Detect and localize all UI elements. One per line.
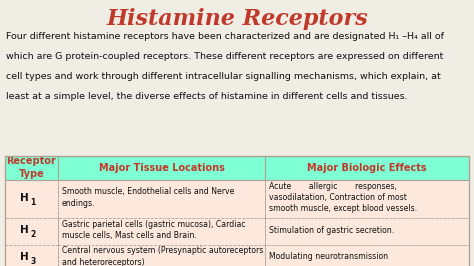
Text: least at a simple level, the diverse effects of histamine in different cells and: least at a simple level, the diverse eff…: [6, 92, 407, 101]
Text: Smooth muscle, Endothelial cells and Nerve
endings.: Smooth muscle, Endothelial cells and Ner…: [62, 187, 234, 208]
Text: Histamine Receptors: Histamine Receptors: [106, 8, 368, 30]
Text: H: H: [20, 252, 29, 262]
Bar: [265, 218, 469, 245]
Text: 2: 2: [30, 230, 35, 239]
Text: H: H: [20, 193, 29, 202]
Bar: [265, 180, 469, 218]
Bar: [5, 245, 58, 266]
Text: Gastric parietal cells (gastric mucosa), Cardiac
muscle cells, Mast cells and Br: Gastric parietal cells (gastric mucosa),…: [62, 220, 246, 240]
Text: 1: 1: [30, 198, 35, 206]
Bar: [5, 180, 58, 218]
Bar: [58, 180, 265, 218]
Bar: [265, 245, 469, 266]
Text: Acute       allergic       responses,
vasodilatation, Contraction of most
smooth: Acute allergic responses, vasodilatation…: [269, 182, 417, 213]
Text: Central nervous system (Presynaptic autoreceptors
and heteroreceptors): Central nervous system (Presynaptic auto…: [62, 247, 264, 266]
Text: Modulating neurotransmission: Modulating neurotransmission: [269, 252, 388, 261]
Text: Major Tissue Locations: Major Tissue Locations: [99, 163, 225, 173]
Text: Major Biologic Effects: Major Biologic Effects: [307, 163, 427, 173]
Bar: [58, 218, 265, 245]
Bar: [58, 245, 265, 266]
Text: Receptor
Type: Receptor Type: [7, 156, 56, 179]
Bar: [5, 218, 58, 245]
Text: Four different histamine receptors have been characterized and are designated H₁: Four different histamine receptors have …: [6, 32, 444, 41]
Bar: [5, 156, 469, 180]
Text: H: H: [20, 225, 29, 235]
Bar: [5, 156, 469, 266]
Text: 3: 3: [30, 257, 35, 266]
Text: which are G protein-coupled receptors. These different receptors are expressed o: which are G protein-coupled receptors. T…: [6, 52, 443, 61]
Text: Stimulation of gastric secretion.: Stimulation of gastric secretion.: [269, 226, 394, 235]
Text: cell types and work through different intracellular signalling mechanisms, which: cell types and work through different in…: [6, 72, 440, 81]
